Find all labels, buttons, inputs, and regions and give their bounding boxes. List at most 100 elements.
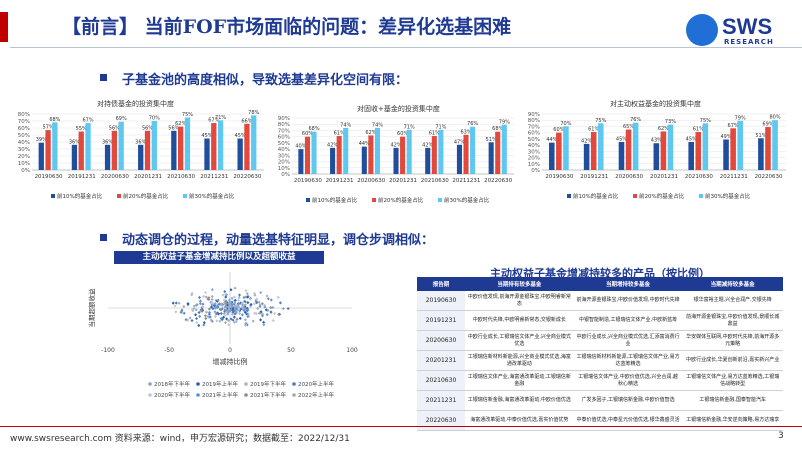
scatter-point (214, 305, 218, 309)
scatter-point (198, 295, 202, 300)
bar (456, 144, 462, 174)
table-cell: 工银瑞信新材料新能源,工银瑞信文体产业,易方达蓝筹精选 (573, 350, 683, 371)
table-cell: 工银瑞信新金融,国泰智能汽车 (682, 390, 783, 411)
bar (667, 124, 674, 170)
scatter-point (259, 290, 263, 295)
bar (304, 136, 310, 174)
bar (118, 121, 124, 170)
scatter-point (262, 323, 266, 327)
bar (438, 129, 444, 174)
scatter-point (195, 316, 199, 321)
scatter-point (173, 304, 177, 308)
data-label: 56% (109, 125, 120, 131)
scatter-point (190, 291, 194, 295)
scatter-point (257, 300, 261, 304)
bar (548, 142, 555, 170)
scatter-point (265, 294, 269, 298)
scatter-point (223, 313, 227, 318)
table-row: 20220630 海富通改革驱动,中泰价值优选,嘉实价值优势 中泰价值优选,中泰星元… (417, 410, 783, 431)
data-label: 56% (168, 125, 179, 131)
scatter-point (182, 304, 186, 309)
table-cell: 工银瑞信文体产业,中欧价值优选,兴全合润,越秋心精选 (573, 370, 683, 391)
table-cell-date: 20190630 (417, 291, 465, 311)
scatter-point (207, 297, 211, 302)
y-axis-label: 当期超额收益 (87, 288, 96, 328)
scatter-point (226, 310, 230, 314)
scatter-point (246, 301, 250, 305)
scatter-point (177, 301, 181, 305)
x-tick-label: 20191231 (326, 178, 354, 184)
table-row: 20201231 工银瑞信新材料新能源,兴全商业模式优选,海富通改革驱动 工银瑞信新… (417, 350, 783, 371)
data-label: 68% (492, 126, 503, 132)
scatter-point (215, 319, 219, 323)
scatter-point (184, 317, 188, 322)
y-tick-label: 50% (528, 137, 540, 143)
y-tick-label: 80% (528, 118, 540, 124)
table-cell: 中欧价值发现,前海开源金银珠宝,中欧明睿新常态 (465, 291, 574, 311)
data-label: 61% (693, 127, 704, 133)
y-tick-label: 20% (528, 156, 540, 162)
legend-label: 前20%的基金占比 (123, 192, 169, 200)
bar (78, 131, 84, 170)
y-tick-label: 50% (278, 141, 290, 147)
data-label: 60% (397, 131, 408, 137)
data-label: 69% (116, 116, 127, 122)
y-tick-label: 70% (528, 124, 540, 130)
data-label: 79% (735, 115, 746, 121)
scatter-point (254, 311, 258, 316)
y-tick-label: 0% (281, 172, 290, 178)
scatter-point (269, 310, 273, 314)
data-label: 68% (49, 117, 60, 123)
y-tick-label: 10% (18, 161, 30, 167)
data-label: 42% (422, 142, 433, 148)
page-title: 【前言】 当前FOF市场面临的问题：差异化选基困难 (62, 16, 512, 38)
scatter-point (243, 318, 247, 322)
legend-swatch (699, 194, 703, 198)
table-header-cell: 当期减持较多基金 (682, 277, 783, 291)
bar (71, 144, 78, 170)
data-label: 60% (302, 131, 313, 137)
scatter-point (232, 315, 236, 319)
scatter-point (276, 295, 280, 299)
legend-marker (148, 382, 152, 386)
scatter-point (269, 298, 273, 302)
footer-source: www.swsresearch.com 资料来源：wind，申万宏源研究；数据截… (10, 434, 350, 444)
scatter-point (190, 318, 194, 323)
legend-marker (244, 393, 248, 397)
data-label: 66% (241, 118, 252, 124)
legend-label: 2019年下半年 (250, 380, 286, 388)
scatter-point (238, 316, 242, 320)
bar (144, 130, 151, 170)
bar (501, 124, 507, 174)
bar (38, 142, 44, 170)
data-label: 70% (560, 121, 571, 127)
y-tick-label: 40% (18, 140, 30, 146)
data-label: 45% (201, 133, 212, 139)
scatter-point (208, 315, 212, 319)
data-label: 44% (546, 137, 557, 143)
y-tick-label: 70% (278, 128, 290, 134)
bar (730, 128, 736, 170)
scatter-point (194, 313, 198, 317)
data-label: 71% (435, 124, 446, 130)
bar (653, 143, 660, 170)
scatter-point (225, 301, 229, 305)
scatter-point (229, 317, 233, 321)
scatter-point (238, 293, 242, 297)
legend-swatch (306, 198, 310, 202)
legend-label: 2018年下半年 (154, 380, 190, 388)
table-cell: 海富通改革驱动,中泰价值优选,嘉实价值优势 (465, 410, 574, 431)
data-label: 56% (142, 125, 153, 131)
scatter-point (171, 301, 175, 305)
legend-marker (148, 393, 152, 397)
x-tick-label: 20210630 (167, 174, 195, 180)
scatter-title: 主动权益子基金增减持比例以及超额收益 (142, 252, 296, 262)
scatter-point (197, 323, 201, 328)
bar (204, 138, 210, 170)
legend-label: 2020年上半年 (298, 380, 334, 388)
scatter-point (239, 301, 243, 305)
scatter-point (215, 305, 219, 309)
section1-heading: 子基金池的高度相似，导致选基差异化空间有限： (122, 73, 409, 88)
scatter-point (204, 295, 208, 299)
scatter-point (212, 304, 216, 308)
